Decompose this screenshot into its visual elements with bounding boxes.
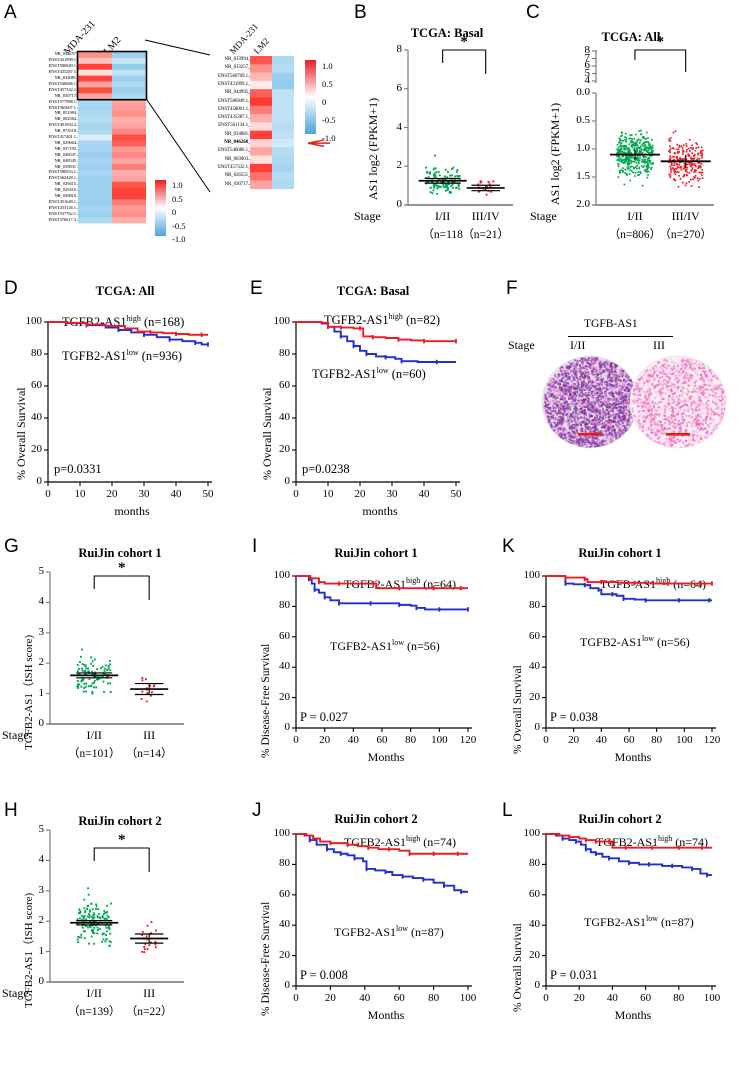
panel-i: I RuiJin cohort 1 % Disease-Free Surviva…	[248, 532, 498, 790]
panel-b-svg	[352, 0, 524, 262]
panel-f: F TGFB-AS1 Stage I/II III	[498, 262, 738, 532]
panel-k-svg	[498, 532, 738, 812]
panel-j-svg	[248, 790, 508, 1070]
panel-h: H RuiJin cohort 2 TGFB2-AS1（ISH score) 5…	[0, 790, 248, 1029]
panel-f-cores	[498, 262, 738, 532]
panel-a-right-colorbar-tick: -0.5	[322, 115, 335, 125]
panel-a-right-heatmap	[0, 0, 350, 262]
panel-j: J RuiJin cohort 2 % Disease-Free Surviva…	[248, 790, 498, 1029]
panel-k: K RuiJin cohort 1 % Overall Survival 100…	[498, 532, 738, 790]
panel-a-right-colorbar-tick: 0	[322, 97, 326, 107]
panel-d-svg	[0, 262, 260, 542]
panel-g: G RuiJin cohort 1 TGFB2-AS1（ISH score) 5…	[0, 532, 248, 790]
panel-a-right-colorbar-tick: 0.5	[322, 79, 333, 89]
panel-h-svg	[0, 790, 248, 1029]
panel-c-svg	[524, 0, 738, 262]
panel-e-svg	[248, 262, 508, 542]
panel-g-svg	[0, 532, 248, 790]
panel-a-right-colorbar-tick: -1.0	[322, 133, 335, 143]
panel-i-svg	[248, 532, 508, 812]
panel-a-right-colorbar-tick: 1.0	[322, 61, 333, 71]
panel-l-svg	[498, 790, 738, 1070]
panel-l: L RuiJin cohort 2 % Overall Survival 100…	[498, 790, 738, 1029]
